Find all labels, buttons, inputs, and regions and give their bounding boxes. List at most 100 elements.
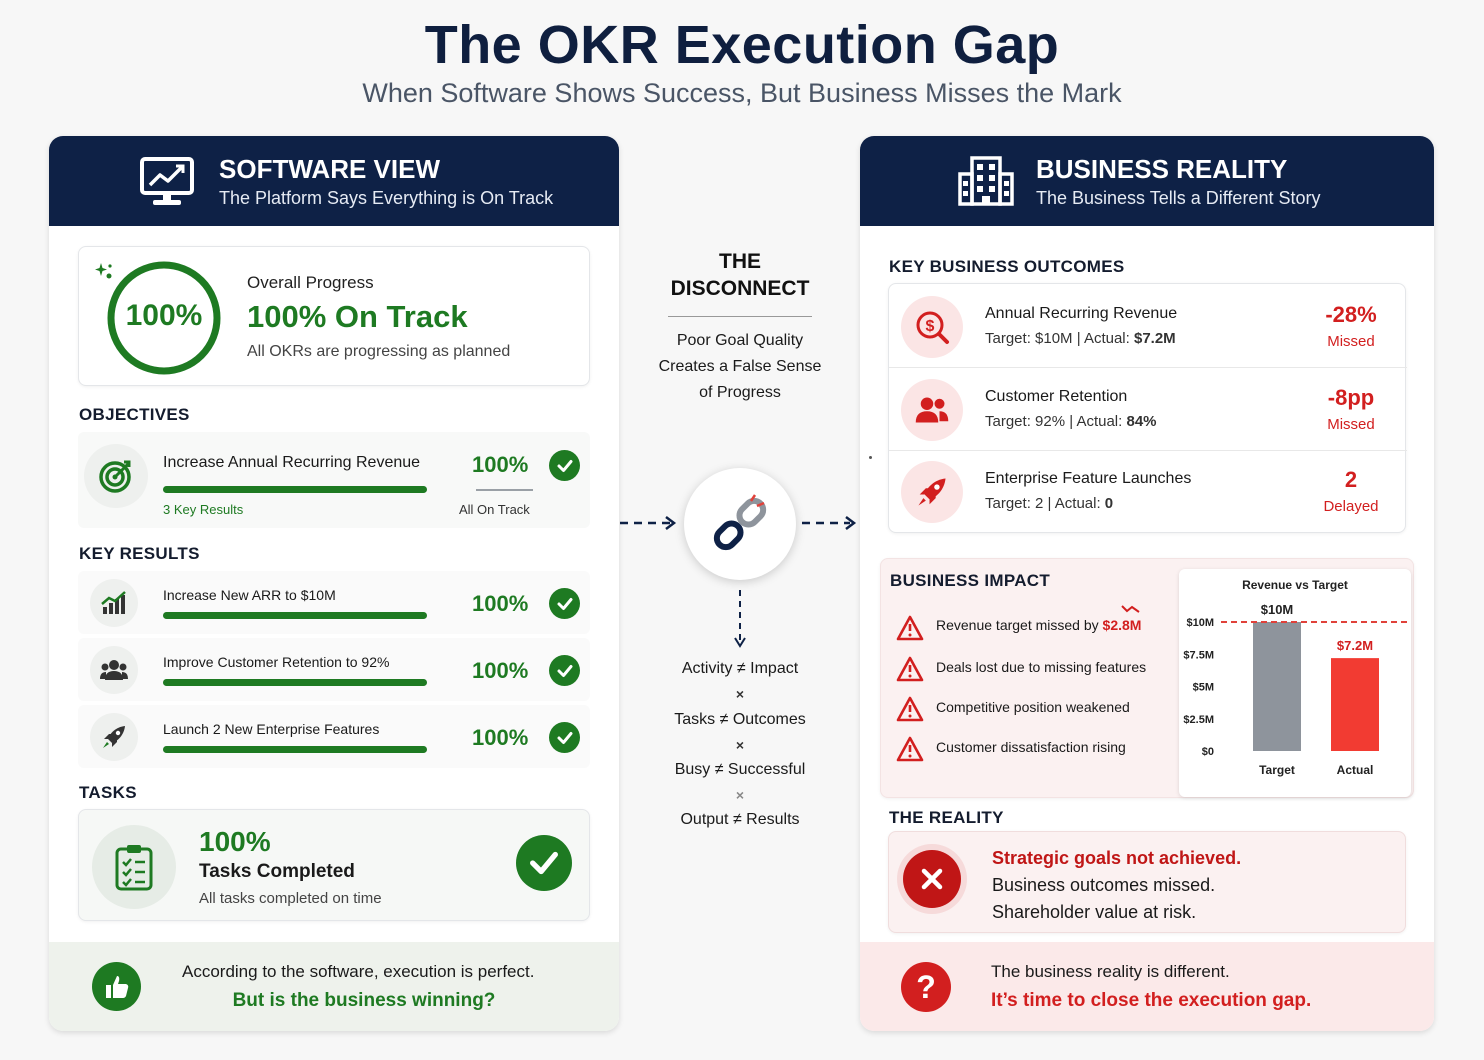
outcome-status: Missed [1327, 416, 1375, 433]
key-result-progress-bar [163, 746, 427, 753]
reality-card: Strategic goals not achieved. Business o… [888, 831, 1406, 933]
impact-item: Customer dissatisfaction rising [936, 739, 1126, 755]
outcome-target: Target: 92% | Actual: 84% [985, 413, 1157, 430]
business-reality-footer: ? The business reality is different. It’… [860, 942, 1434, 1031]
outcome-title: Enterprise Feature Launches [985, 470, 1192, 487]
outcome-status: Delayed [1323, 498, 1379, 515]
monitor-chart-icon [140, 157, 194, 205]
software-view-footer: According to the software, execution is … [49, 942, 619, 1031]
target-icon [99, 460, 131, 493]
left-dashed-arrow [620, 516, 677, 530]
key-result-percent: 100% [472, 725, 529, 750]
x-tick-label: Target [1259, 763, 1295, 777]
outcome-value: 2 [1344, 467, 1358, 492]
down-dashed-arrow [734, 590, 746, 648]
the-reality-label: THE REALITY [889, 808, 1004, 827]
sparkle-icon [95, 263, 112, 279]
outcome-divider [889, 450, 1407, 451]
tasks-note: All tasks completed on time [199, 890, 382, 907]
users-icon [915, 397, 949, 423]
outcome-target: Target: $10M | Actual: $7.2M [985, 330, 1176, 347]
disconnect-desc-line1: Poor Goal Quality [676, 332, 804, 349]
bar-actual [1331, 658, 1379, 751]
objective-title: Increase Annual Recurring Revenue [163, 454, 421, 471]
thumbs-up-icon [92, 962, 141, 1011]
disconnect-desc-line3: of Progress [699, 384, 781, 401]
chart-title: Revenue vs Target [1242, 578, 1348, 592]
bar-target [1253, 622, 1301, 751]
key-result-progress-fill [163, 746, 427, 753]
equation-3: Busy ≠ Successful [674, 761, 806, 778]
outcome-title: Annual Recurring Revenue [985, 305, 1178, 322]
key-result-icon-circle [90, 646, 138, 694]
overall-status: 100% On Track [247, 299, 468, 334]
objective-icon-circle [84, 444, 148, 508]
rocket-icon [103, 726, 125, 748]
y-tick-label: $2.5M [1183, 714, 1214, 726]
broken-link-circle [684, 468, 796, 580]
tasks-card: 100% Tasks Completed All tasks completed… [78, 809, 590, 921]
close-x-icon [903, 850, 961, 908]
warning-icon [896, 615, 924, 641]
outcome-divider [889, 367, 1407, 368]
rocket-icon [918, 478, 946, 506]
overall-ring-value: 100% [125, 299, 203, 332]
key-result-progress-bar [163, 679, 427, 686]
equation-2: Tasks ≠ Outcomes [674, 711, 806, 728]
outcome-icon-circle [901, 461, 963, 523]
disconnect-title-line1: THE [719, 250, 761, 273]
reality-icon-ring [897, 844, 967, 914]
business-impact-card: BUSINESS IMPACT Revenue target missed by… [880, 558, 1414, 798]
disconnect-divider [668, 316, 812, 317]
outcome-target: Target: 2 | Actual: 0 [985, 495, 1114, 512]
warning-icon [896, 696, 924, 722]
business-footer-line2: It’s time to close the execution gap. [991, 990, 1312, 1011]
x-tick-label: Actual [1337, 763, 1374, 777]
overall-progress-label: Overall Progress [247, 273, 374, 292]
business-reality-header: BUSINESS REALITY The Business Tells a Di… [860, 136, 1434, 226]
decorative-dot [869, 456, 872, 459]
objective-status-divider [476, 489, 533, 491]
objectives-label: OBJECTIVES [79, 405, 190, 424]
business-footer-line1: The business reality is different. [991, 962, 1230, 981]
warning-icon [896, 736, 924, 762]
y-tick-label: $7.5M [1183, 649, 1214, 661]
reality-line2: Business outcomes missed. [992, 875, 1216, 895]
warning-icon [896, 656, 924, 682]
key-result-icon-circle [90, 579, 138, 627]
chart-icon [101, 591, 126, 614]
key-result-row: Launch 2 New Enterprise Features 100% [78, 705, 590, 768]
equation-separator: × [735, 686, 745, 702]
revenue-chart-card: Revenue vs Target $0 $2.5M $5M $7.5M $10M $10M… [1179, 569, 1411, 797]
business-impact-label: BUSINESS IMPACT [890, 571, 1051, 590]
equation-separator: × [735, 737, 745, 753]
right-dashed-arrow [802, 516, 857, 530]
tasks-icon-circle [92, 825, 176, 909]
key-result-row: Improve Customer Retention to 92% 100% [78, 638, 590, 701]
software-view-panel: SOFTWARE VIEW The Platform Says Everythi… [49, 136, 619, 1031]
bar-value-label: $10M [1261, 602, 1294, 617]
objective-progress-bar [163, 486, 427, 493]
tasks-label: TASKS [79, 783, 137, 802]
business-reality-panel: BUSINESS REALITY The Business Tells a Di… [860, 136, 1434, 1031]
dollar-search-icon: $ [916, 311, 949, 344]
tasks-title: Tasks Completed [199, 861, 355, 882]
overall-progress-card: 100% Overall Progress 100% On Track All … [78, 246, 590, 386]
broken-link-icon [713, 494, 767, 551]
key-result-title: Improve Customer Retention to 92% [163, 654, 390, 670]
software-view-subtitle: The Platform Says Everything is On Track [219, 188, 554, 208]
software-view-title: SOFTWARE VIEW [219, 154, 440, 184]
objective-percent: 100% [472, 452, 529, 477]
outcome-title: Customer Retention [985, 388, 1128, 405]
business-reality-title: BUSINESS REALITY [1036, 154, 1288, 184]
overall-progress-ring [107, 261, 221, 375]
page-title: The OKR Execution Gap [424, 15, 1060, 75]
disconnect-title-line2: DISCONNECT [670, 277, 810, 300]
building-icon [958, 156, 1014, 206]
key-result-check-icon [549, 722, 580, 753]
tasks-percent: 100% [199, 826, 271, 857]
bar-value-label: $7.2M [1337, 638, 1373, 653]
overall-note: All OKRs are progressing as planned [247, 343, 511, 360]
objective-key-results: 3 Key Results [163, 502, 244, 517]
key-results-label: KEY RESULTS [79, 544, 200, 563]
